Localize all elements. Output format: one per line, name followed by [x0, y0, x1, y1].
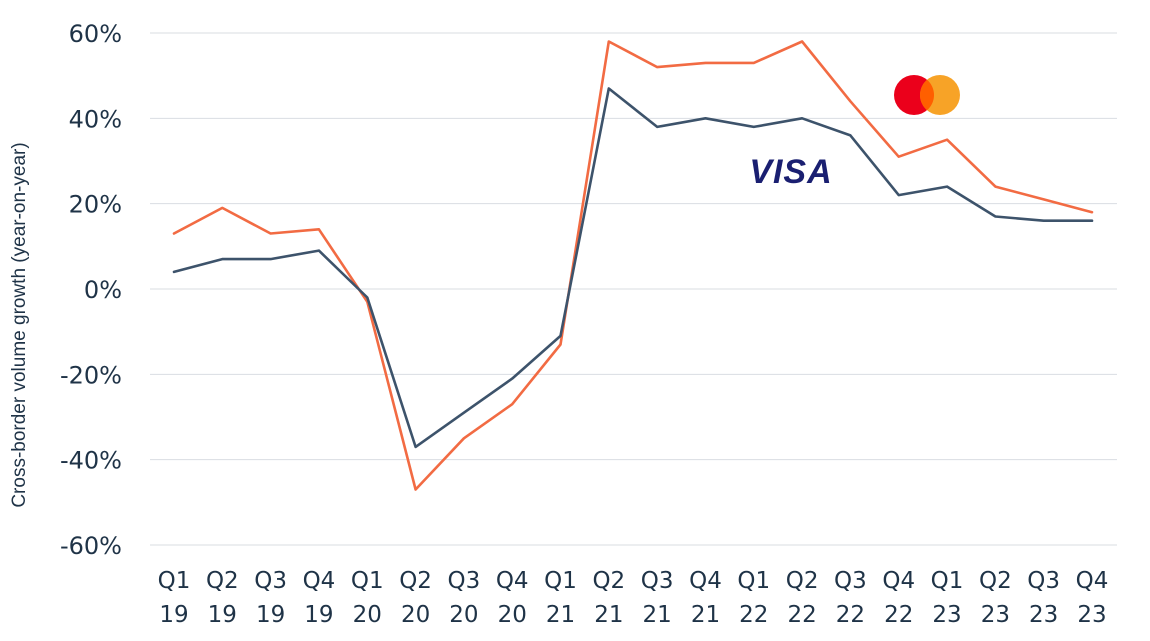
mastercard-logo-overlap	[919, 79, 935, 111]
x-tick-label-quarter: Q4	[689, 568, 722, 594]
x-tick-label-quarter: Q1	[544, 568, 577, 594]
x-tick-label-quarter: Q2	[399, 568, 432, 594]
x-tick-label-quarter: Q3	[1027, 568, 1060, 594]
y-tick-labels: 60% 40% 20% 0% -20% -40% -60%	[60, 20, 122, 560]
y-axis-label: Cross-border volume growth (year-on-year…	[9, 142, 30, 507]
x-tick-label-quarter: Q1	[931, 568, 964, 594]
x-tick-label-year: 23	[1029, 602, 1058, 628]
x-tick-label-year: 23	[1077, 602, 1106, 628]
x-tick-label-year: 21	[546, 602, 575, 628]
x-tick-label-quarter: Q3	[254, 568, 287, 594]
y-tick-label: 0%	[84, 276, 122, 304]
x-tick-label-year: 19	[208, 602, 237, 628]
x-tick-label-quarter: Q1	[351, 568, 384, 594]
x-tick-label-year: 20	[449, 602, 478, 628]
x-tick-label-year: 22	[787, 602, 816, 628]
x-tick-label-quarter: Q4	[882, 568, 915, 594]
x-tick-label-year: 21	[594, 602, 623, 628]
y-tick-label: 20%	[69, 191, 122, 219]
x-tick-label-year: 20	[353, 602, 382, 628]
y-tick-label: -20%	[60, 361, 122, 389]
y-tick-label: 60%	[69, 20, 122, 48]
visa-series-line	[172, 87, 1094, 449]
x-tick-label-year: 21	[691, 602, 720, 628]
x-tick-label-quarter: Q3	[641, 568, 674, 594]
x-tick-label-quarter: Q4	[496, 568, 529, 594]
x-tick-label-year: 22	[836, 602, 865, 628]
x-tick-label-quarter: Q1	[737, 568, 770, 594]
x-tick-label-quarter: Q2	[206, 568, 239, 594]
mastercard-series-line	[172, 40, 1094, 491]
x-tick-label-year: 22	[739, 602, 768, 628]
x-tick-label-year: 19	[304, 602, 333, 628]
x-tick-label-quarter: Q3	[834, 568, 867, 594]
gridlines	[150, 32, 1117, 546]
x-tick-label-year: 19	[256, 602, 285, 628]
x-tick-label-year: 22	[884, 602, 913, 628]
x-tick-label-quarter: Q2	[786, 568, 819, 594]
y-tick-label: -40%	[60, 447, 122, 475]
x-tick-label-year: 23	[981, 602, 1010, 628]
x-tick-label-quarter: Q4	[1076, 568, 1109, 594]
x-tick-label-year: 20	[401, 602, 430, 628]
x-tick-labels: Q1 19 Q2 19 Q3 19 Q4 19 Q1 20 Q2 20 Q3 20 Q4 20 Q1 21 Q2 21…	[158, 568, 1109, 628]
x-tick-label-quarter: Q2	[979, 568, 1012, 594]
series-lines	[172, 40, 1094, 491]
visa-logo: VISA	[749, 153, 832, 191]
y-tick-label: -60%	[60, 532, 122, 560]
y-tick-label: 40%	[69, 105, 122, 133]
x-tick-label-quarter: Q1	[158, 568, 191, 594]
x-tick-label-quarter: Q3	[448, 568, 481, 594]
x-tick-label-quarter: Q2	[592, 568, 625, 594]
x-tick-label-quarter: Q4	[303, 568, 336, 594]
x-tick-label-year: 19	[159, 602, 188, 628]
x-tick-label-year: 20	[498, 602, 527, 628]
mastercard-logo	[894, 75, 960, 115]
x-tick-label-year: 21	[643, 602, 672, 628]
x-tick-label-year: 23	[932, 602, 961, 628]
